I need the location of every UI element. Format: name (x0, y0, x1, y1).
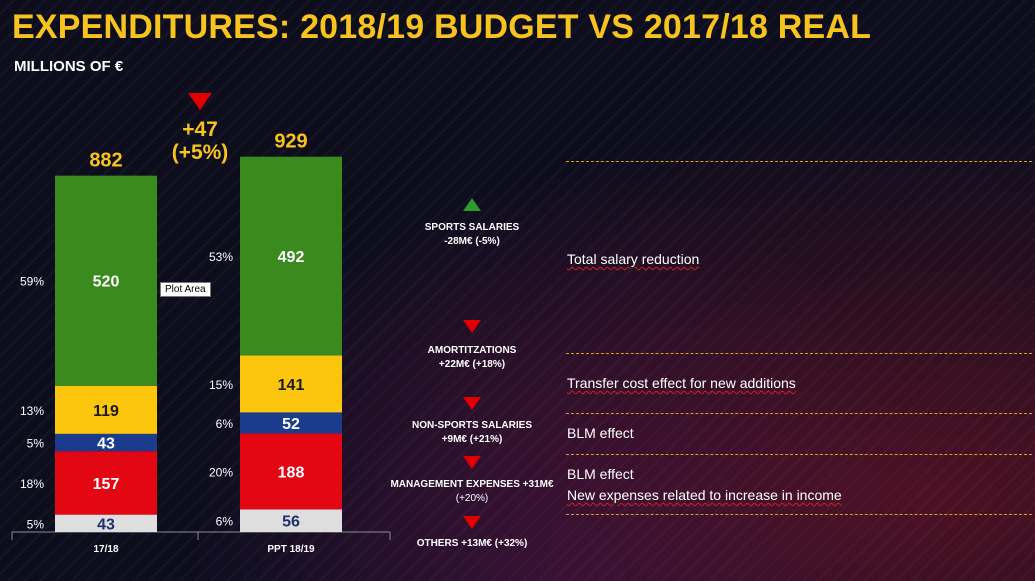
bar-percent-label: 15% (209, 378, 233, 392)
bar-percent-label: 20% (209, 465, 233, 479)
bar-value-label: 520 (93, 274, 120, 291)
decrease-triangle-icon (188, 93, 212, 110)
bar-value-label: 119 (93, 403, 119, 420)
bar-percent-label: 5% (27, 517, 45, 531)
bar-percent-label: 5% (27, 437, 45, 451)
bar-segment (240, 433, 342, 510)
bar-segment (240, 355, 342, 413)
bar-value-label: 43 (97, 436, 115, 453)
total-change: +47 (+5%) (160, 118, 240, 164)
effect-text-blm-2: BLM effect (567, 466, 634, 482)
bar-value-label: 52 (282, 416, 300, 433)
divider-line (566, 514, 1032, 515)
bar-value-label: 157 (93, 476, 120, 493)
bar-percent-label: 18% (20, 477, 44, 491)
bar-segment (55, 385, 157, 434)
effect-text: New expenses related to increase in inco… (567, 487, 842, 503)
effect-text-income: New expenses related to increase in inco… (567, 487, 842, 503)
bar-segment (55, 433, 157, 452)
bar-value-label: 56 (282, 514, 300, 531)
divider-line (566, 161, 1032, 162)
bar-segment (55, 451, 157, 515)
bar-percent-label: 6% (216, 417, 234, 431)
divider-line (566, 454, 1032, 455)
effect-text-blm-1: BLM effect (567, 425, 634, 441)
effect-text: BLM effect (567, 425, 634, 441)
bar-value-label: 188 (278, 464, 305, 481)
page-subtitle: MILLIONS OF € (14, 58, 124, 75)
total-change-absolute: +47 (182, 118, 218, 141)
bar-value-label: 43 (97, 516, 115, 533)
effect-text-salary: Total salary reduction (567, 251, 699, 267)
effect-text: BLM effect (567, 466, 634, 482)
effect-text: Transfer cost effect for new additions (567, 375, 796, 391)
bar-segment (55, 175, 157, 386)
bar-segment (240, 412, 342, 434)
bar-percent-label: 13% (20, 404, 44, 418)
divider-line (566, 353, 1032, 354)
effect-text-transfer: Transfer cost effect for new additions (567, 375, 796, 391)
bar-total-label: 929 (274, 131, 307, 153)
divider-line (566, 413, 1032, 414)
page-title: EXPENDITURES: 2018/19 BUDGET VS 2017/18 … (12, 8, 872, 46)
plot-area-tooltip: Plot Area (160, 282, 211, 297)
bar-value-label: 492 (278, 249, 305, 266)
x-tick-label: 17/18 (93, 544, 118, 555)
bar-percent-label: 6% (216, 515, 234, 529)
total-change-percent: (+5%) (171, 141, 229, 164)
bar-percent-label: 59% (20, 275, 44, 289)
bar-segment (55, 514, 157, 532)
effect-text: Total salary reduction (567, 251, 700, 267)
x-tick-label: PPT 18/19 (267, 544, 315, 555)
bar-total-label: 882 (89, 150, 122, 172)
bar-value-label: 141 (278, 377, 305, 394)
bar-segment (240, 156, 342, 356)
bar-percent-label: 53% (209, 250, 233, 264)
bar-segment (240, 509, 342, 532)
